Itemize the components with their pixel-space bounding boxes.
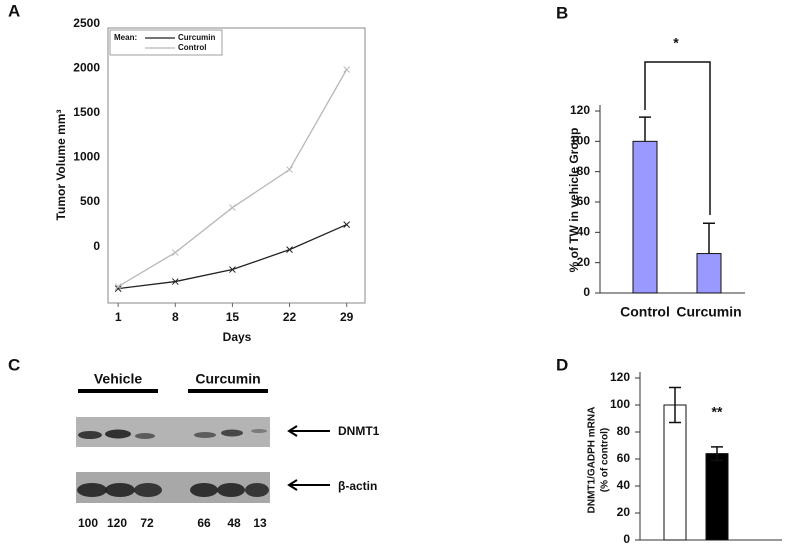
marker — [229, 204, 236, 211]
error-bar — [711, 446, 723, 462]
legend-title: Mean: — [114, 33, 137, 42]
marker — [171, 278, 179, 285]
significance-mark: ** — [712, 404, 723, 420]
group-label: Vehicle — [94, 371, 142, 387]
significance-mark: * — [673, 35, 679, 51]
x-tick-label: 29 — [340, 310, 354, 324]
quant-value: 120 — [107, 516, 127, 530]
y-tick-label: 1500 — [73, 105, 100, 119]
significance-bracket — [644, 61, 711, 215]
marker — [343, 221, 351, 228]
y-tick-label: 120 — [570, 103, 590, 117]
quant-value: 13 — [253, 516, 267, 530]
x-tick-label: 1 — [115, 310, 122, 324]
bar — [696, 253, 722, 294]
marker — [114, 285, 122, 292]
legend-label: Control — [178, 43, 206, 52]
y-tick-label: 20 — [617, 505, 631, 519]
panel-label: C — [8, 355, 20, 374]
y-tick-label: 80 — [577, 164, 591, 178]
y-tick-label: 2000 — [73, 61, 100, 75]
band-label: DNMT1 — [338, 424, 380, 438]
error-bar — [703, 222, 715, 254]
quant-value: 100 — [78, 516, 98, 530]
marker — [114, 283, 122, 290]
y-tick-label: 0 — [623, 532, 630, 546]
blot-bands — [77, 429, 269, 497]
bar — [632, 140, 658, 294]
marker — [229, 266, 236, 273]
y-tick-label: 20 — [577, 255, 591, 269]
marker — [286, 166, 293, 173]
x-tick-label: 15 — [226, 310, 240, 324]
y-tick-label: 60 — [617, 451, 631, 465]
error-bar — [669, 386, 681, 424]
x-tick-label: 22 — [283, 310, 297, 324]
panel-label: B — [556, 3, 568, 22]
y-axis-label: Tumor Volume mm³ — [54, 110, 68, 221]
legend-box — [109, 29, 223, 56]
y-tick-label: 40 — [617, 478, 631, 492]
quant-value: 66 — [197, 516, 211, 530]
band-label: β-actin — [338, 479, 377, 493]
quant-value: 48 — [227, 516, 241, 530]
y-axis-label: % of TW in vehicle Group — [567, 128, 581, 273]
error-bar — [639, 116, 651, 142]
bar — [663, 404, 687, 541]
y-tick-label: 80 — [617, 424, 631, 438]
panel-label: A — [8, 1, 20, 20]
marker — [171, 249, 179, 256]
y-tick-label: 1000 — [73, 150, 100, 164]
y-axis-label: (% of control) — [600, 428, 611, 492]
legend-label: Curcumin — [178, 33, 215, 42]
x-axis-label: Days — [223, 330, 252, 344]
y-tick-label: 40 — [577, 225, 591, 239]
bar — [705, 453, 729, 541]
arrows — [287, 425, 330, 491]
quant-value: 72 — [140, 516, 154, 530]
group-label: Curcumin — [195, 371, 260, 387]
y-tick-label: 100 — [610, 397, 630, 411]
y-axis-label: DNMT1/GADPH mRNA — [587, 407, 598, 514]
y-tick-label: 0 — [93, 239, 100, 253]
marker — [286, 246, 293, 253]
x-tick-label: 8 — [172, 310, 179, 324]
series-line — [118, 223, 347, 290]
x-tick-label: Control — [620, 304, 670, 320]
plot-frame — [107, 27, 366, 304]
y-tick-label: 120 — [610, 370, 630, 384]
y-tick-label: 0 — [583, 285, 590, 299]
panel-label: D — [556, 355, 568, 374]
y-tick-label: 500 — [80, 194, 100, 208]
y-tick-label: 2500 — [73, 16, 100, 30]
y-tick-label: 60 — [577, 194, 591, 208]
y-tick-label: 100 — [570, 134, 590, 148]
marker — [343, 66, 351, 73]
series-line — [117, 69, 348, 288]
x-tick-label: Curcumin — [676, 304, 741, 320]
